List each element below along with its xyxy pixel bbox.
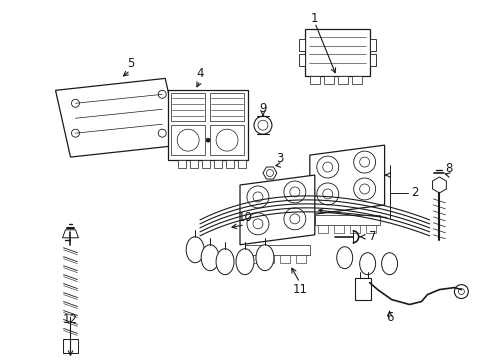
Circle shape bbox=[216, 129, 238, 151]
Polygon shape bbox=[432, 177, 446, 193]
Circle shape bbox=[359, 157, 369, 167]
Circle shape bbox=[71, 129, 80, 137]
Circle shape bbox=[359, 184, 369, 194]
Bar bbox=[178, 160, 186, 168]
Bar bbox=[244, 245, 309, 255]
Ellipse shape bbox=[336, 247, 352, 269]
Circle shape bbox=[252, 219, 263, 229]
Bar bbox=[214, 160, 222, 168]
Circle shape bbox=[353, 151, 375, 173]
Circle shape bbox=[322, 189, 332, 199]
Circle shape bbox=[284, 208, 305, 230]
Bar bbox=[349, 225, 359, 233]
Text: 2: 2 bbox=[410, 186, 417, 199]
Circle shape bbox=[266, 170, 273, 176]
Circle shape bbox=[177, 129, 199, 151]
Circle shape bbox=[457, 289, 464, 294]
Ellipse shape bbox=[236, 249, 253, 275]
Circle shape bbox=[205, 138, 210, 142]
Circle shape bbox=[284, 181, 305, 203]
Circle shape bbox=[246, 186, 268, 208]
Ellipse shape bbox=[359, 253, 375, 275]
Text: 7: 7 bbox=[368, 230, 376, 243]
Bar bbox=[333, 225, 343, 233]
Polygon shape bbox=[240, 175, 314, 245]
Circle shape bbox=[252, 192, 263, 202]
Text: 11: 11 bbox=[292, 283, 307, 296]
Bar bbox=[295, 255, 305, 263]
Bar bbox=[190, 160, 198, 168]
Bar bbox=[202, 160, 210, 168]
Bar bbox=[298, 54, 304, 67]
Bar bbox=[369, 54, 375, 67]
Text: 1: 1 bbox=[310, 12, 318, 25]
Circle shape bbox=[158, 90, 166, 98]
Polygon shape bbox=[56, 78, 180, 157]
Bar bbox=[238, 160, 245, 168]
Circle shape bbox=[158, 129, 166, 137]
Bar bbox=[369, 39, 375, 50]
Circle shape bbox=[246, 213, 268, 235]
Circle shape bbox=[71, 99, 80, 107]
Bar bbox=[354, 278, 370, 300]
Ellipse shape bbox=[216, 249, 234, 275]
Bar bbox=[210, 93, 244, 121]
Bar bbox=[210, 125, 244, 155]
Ellipse shape bbox=[255, 245, 273, 271]
Bar bbox=[365, 225, 375, 233]
Text: 10: 10 bbox=[237, 211, 252, 224]
Text: 4: 4 bbox=[196, 67, 203, 80]
Bar bbox=[168, 90, 247, 160]
Circle shape bbox=[316, 156, 338, 178]
Bar bbox=[279, 255, 289, 263]
Circle shape bbox=[453, 285, 468, 298]
Circle shape bbox=[258, 120, 267, 130]
Bar bbox=[314, 215, 379, 225]
Circle shape bbox=[353, 178, 375, 200]
Polygon shape bbox=[263, 167, 276, 179]
Bar bbox=[337, 76, 347, 84]
Text: 9: 9 bbox=[259, 102, 266, 115]
Text: 8: 8 bbox=[445, 162, 452, 175]
Polygon shape bbox=[309, 145, 384, 215]
Circle shape bbox=[322, 162, 332, 172]
Circle shape bbox=[289, 187, 299, 197]
Ellipse shape bbox=[186, 237, 203, 263]
Bar bbox=[298, 39, 304, 50]
Circle shape bbox=[316, 183, 338, 205]
Text: 3: 3 bbox=[276, 152, 283, 165]
Bar bbox=[304, 28, 369, 76]
Text: 12: 12 bbox=[63, 313, 78, 326]
Bar bbox=[171, 125, 204, 155]
Bar bbox=[323, 76, 333, 84]
Circle shape bbox=[253, 116, 271, 134]
Bar bbox=[225, 160, 234, 168]
Bar bbox=[62, 339, 78, 353]
Bar bbox=[351, 76, 361, 84]
Text: 5: 5 bbox=[126, 57, 134, 70]
Bar bbox=[247, 255, 258, 263]
Ellipse shape bbox=[201, 245, 219, 271]
Circle shape bbox=[289, 214, 299, 224]
Bar bbox=[309, 76, 319, 84]
Bar bbox=[317, 225, 327, 233]
Bar bbox=[171, 93, 204, 121]
Polygon shape bbox=[62, 230, 78, 238]
Ellipse shape bbox=[381, 253, 397, 275]
Text: 6: 6 bbox=[385, 311, 392, 324]
Bar bbox=[264, 255, 273, 263]
